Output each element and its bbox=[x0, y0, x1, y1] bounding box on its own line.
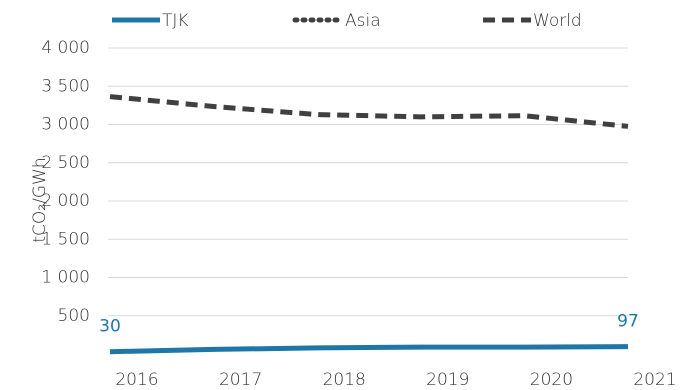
legend-label: World bbox=[533, 11, 582, 31]
data-label: 30 bbox=[99, 317, 121, 337]
legend-label: TJK bbox=[162, 11, 189, 31]
y-tick-label: 1 000 bbox=[41, 268, 90, 288]
legend-label: Asia bbox=[345, 11, 381, 31]
y-tick-label: 500 bbox=[58, 306, 90, 326]
x-tick-label: 2017 bbox=[219, 370, 262, 390]
y-tick-label: 4 000 bbox=[41, 38, 90, 58]
y-tick-label: 1 500 bbox=[41, 229, 90, 249]
x-tick-label: 2020 bbox=[530, 370, 573, 390]
x-tick-label: 2016 bbox=[115, 370, 158, 390]
line-2 bbox=[109, 94, 629, 129]
line-0 bbox=[109, 344, 629, 355]
x-tick-label: 2021 bbox=[633, 370, 676, 390]
y-tick-label: 2 000 bbox=[41, 191, 90, 211]
x-tick-label: 2019 bbox=[426, 370, 469, 390]
data-label: 97 bbox=[617, 312, 639, 332]
y-tick-label: 3 500 bbox=[41, 76, 90, 96]
x-tick-label: 2018 bbox=[323, 370, 366, 390]
y-axis-label: tCO₂/GWh bbox=[30, 157, 50, 242]
y-tick-label: 2 500 bbox=[41, 153, 90, 173]
y-tick-label: 3 000 bbox=[41, 115, 90, 135]
